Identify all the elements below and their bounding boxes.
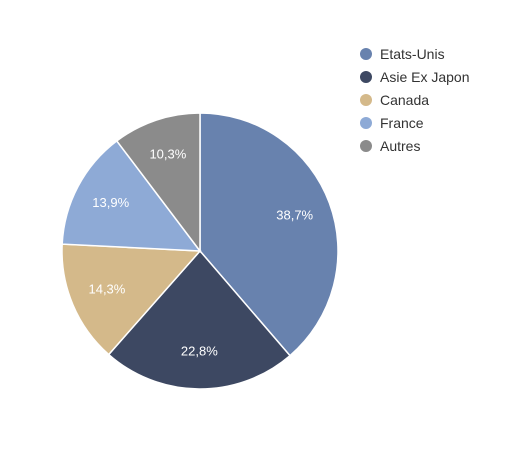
legend: Etats-Unis Asie Ex Japon Canada France Autre… [360,42,470,157]
legend-label-canada: Canada [380,91,430,108]
legend-item-asie-ex-japon[interactable]: Asie Ex Japon [360,65,470,88]
data-label-autres: 10,3% [149,147,186,162]
legend-label-france: France [380,114,424,131]
legend-marker-asie-ex-japon [360,70,372,83]
data-label-france: 13,9% [92,195,129,210]
data-label-asie-ex-japon: 22,8% [181,343,218,358]
pie-slice-canada [61,243,202,356]
legend-item-etats-unis[interactable]: Etats-Unis [360,42,470,65]
legend-marker-france [360,116,372,129]
data-label-etats-unis: 38,7% [276,207,313,222]
pie-slice-asie-ex-japon [107,249,292,390]
pie-slice-france [61,139,202,252]
legend-label-autres: Autres [380,137,421,154]
legend-item-autres[interactable]: Autres [360,134,470,157]
legend-marker-canada [360,93,372,106]
legend-label-asie-ex-japon: Asie Ex Japon [380,68,470,85]
legend-item-france[interactable]: France [360,111,470,134]
legend-item-canada[interactable]: Canada [360,88,470,111]
legend-marker-autres [360,139,372,152]
legend-label-etats-unis: Etats-Unis [380,45,445,62]
pie-slice-etats-unis [199,112,339,357]
legend-marker-etats-unis [360,47,372,60]
data-label-canada: 14,3% [88,282,125,297]
pie-slice-autres [115,112,201,254]
